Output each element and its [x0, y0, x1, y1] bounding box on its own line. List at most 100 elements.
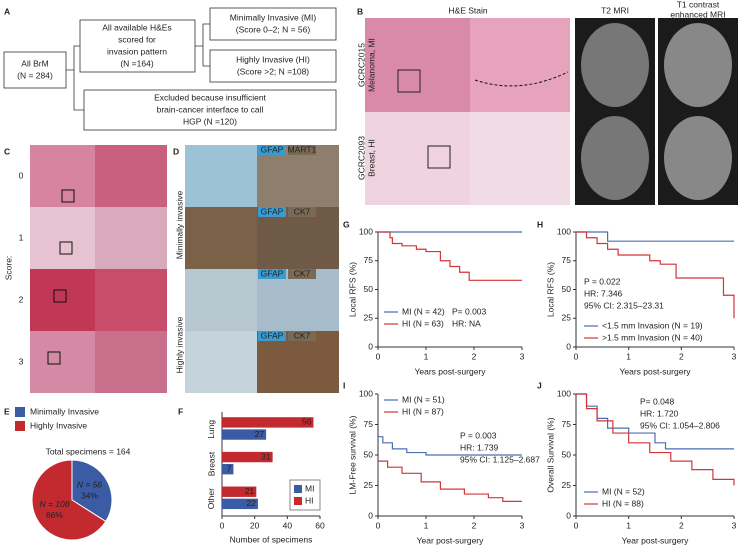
- stain-tag: [288, 269, 316, 279]
- x-tick-label: 2: [679, 351, 684, 361]
- y-axis-label: Local RFS (%): [347, 262, 357, 317]
- flow-text: All available H&Es: [102, 22, 171, 32]
- annotation: 95% CI: 1.125–2.687: [460, 454, 540, 464]
- legend-swatch: [294, 497, 302, 505]
- bar: [222, 486, 257, 497]
- x-tick-label: 2: [472, 520, 477, 530]
- x-tick-label: 0: [574, 520, 579, 530]
- panel-label: J: [537, 380, 542, 390]
- score-label: 1: [19, 232, 24, 242]
- panel-label: A: [4, 6, 10, 16]
- he-image: [470, 18, 570, 112]
- x-tick-label: 1: [626, 351, 631, 361]
- stain-label: GFAP: [261, 206, 284, 216]
- stain-tag: [258, 207, 286, 217]
- stain-tag: [258, 331, 286, 341]
- y-tick-label: 100: [359, 226, 373, 236]
- legend-label: Minimally Invasive: [30, 406, 99, 416]
- x-tick-label: 2: [472, 351, 477, 361]
- x-tick-label: 40: [283, 520, 293, 530]
- stain-tag: [258, 269, 286, 279]
- legend-label: HI (N = 63): [402, 318, 444, 328]
- x-axis-label: Years post-surgery: [414, 366, 486, 376]
- legend-label: Highly Invasive: [30, 420, 87, 430]
- box-mi: [209, 7, 337, 41]
- y-tick-label: 50: [562, 284, 572, 294]
- annotation: 95% CI: 2.315–23.31: [584, 300, 664, 310]
- y-tick-label: 50: [364, 449, 374, 459]
- ihc-image: [185, 269, 257, 331]
- bar-value-label: 22: [246, 498, 256, 508]
- panel-b-images: [365, 18, 738, 205]
- panel-label: F: [178, 406, 183, 416]
- y-tick-label: 75: [562, 419, 572, 429]
- bar: [222, 451, 273, 463]
- bar: [222, 417, 314, 428]
- annotation: HR: 1.739: [460, 442, 499, 452]
- legend-label: MI (N = 52): [602, 486, 645, 496]
- score-label: 2: [19, 294, 24, 304]
- x-tick-label: 0: [376, 520, 381, 530]
- mri-image: [581, 116, 649, 200]
- mri-image: [581, 23, 649, 107]
- he-image: [365, 18, 470, 112]
- y-tick-label: 75: [364, 419, 374, 429]
- legend-label: MI (N = 42): [402, 306, 445, 316]
- he-image: [95, 207, 167, 269]
- survival-curve: [378, 436, 522, 456]
- ihc-image: [185, 207, 257, 269]
- category-label: Lung: [206, 420, 216, 439]
- annotation: P = 0.022: [584, 276, 621, 286]
- panel-label: H: [537, 219, 543, 229]
- score-label: 3: [19, 356, 24, 366]
- stain-label: CK7: [294, 268, 311, 278]
- score-label: 0: [19, 170, 24, 180]
- panel-label: G: [343, 219, 350, 229]
- pie-count-label: N = 108: [39, 499, 69, 509]
- x-tick-label: 0: [376, 351, 381, 361]
- y-tick-label: 50: [364, 284, 374, 294]
- mri-image: [664, 23, 732, 107]
- legend-label: >1.5 mm Invasion (N = 40): [602, 332, 703, 342]
- survival-curve: [576, 393, 735, 486]
- panel-label: D: [173, 146, 179, 156]
- column-title: H&E Stain: [448, 5, 487, 15]
- x-axis-label: Years post-surgery: [619, 366, 691, 376]
- y-tick-label: 0: [566, 510, 571, 520]
- inset-box: [53, 289, 67, 303]
- flow-text: brain-cancer interface to call: [157, 104, 264, 114]
- y-tick-label: 0: [368, 510, 373, 520]
- ihc-image: [257, 145, 339, 207]
- y-axis-label: Overall Survival (%): [545, 417, 555, 492]
- pie-count-label: N = 56: [77, 480, 103, 490]
- y-tick-label: 25: [364, 480, 374, 490]
- stain-tag: [288, 331, 316, 341]
- flow-text: Highly Invasive (HI): [236, 54, 310, 64]
- y-axis-label: LM-Free survival (%): [347, 415, 357, 494]
- survival-curve: [576, 231, 735, 319]
- he-image: [30, 269, 95, 331]
- he-image: [30, 331, 95, 393]
- legend-swatch: [15, 421, 25, 431]
- flowchart: [3, 7, 337, 131]
- y-axis-label: Local RFS (%): [545, 262, 555, 317]
- y-tick-label: 50: [562, 449, 572, 459]
- legend-label: HI (N = 87): [402, 406, 444, 416]
- y-tick-label: 100: [557, 388, 571, 398]
- y-tick-label: 100: [359, 388, 373, 398]
- x-tick-label: 3: [732, 520, 737, 530]
- row-label: GCRC2093: [356, 136, 366, 180]
- category-label: Breast: [206, 451, 216, 476]
- stain-tag: [288, 207, 316, 217]
- x-axis-label: Year post-surgery: [622, 535, 690, 545]
- ihc-image: [185, 145, 257, 207]
- survival-curve: [378, 460, 522, 502]
- survival-curve: [576, 231, 734, 242]
- column-title: T1 contrast: [677, 0, 720, 9]
- stain-label: GFAP: [261, 144, 284, 154]
- legend-label: <1.5 mm Invasion (N = 19): [602, 320, 703, 330]
- legend-label: MI: [305, 483, 314, 493]
- he-image: [470, 112, 570, 205]
- bar: [222, 498, 258, 510]
- x-axis-label: Number of specimens: [230, 534, 313, 544]
